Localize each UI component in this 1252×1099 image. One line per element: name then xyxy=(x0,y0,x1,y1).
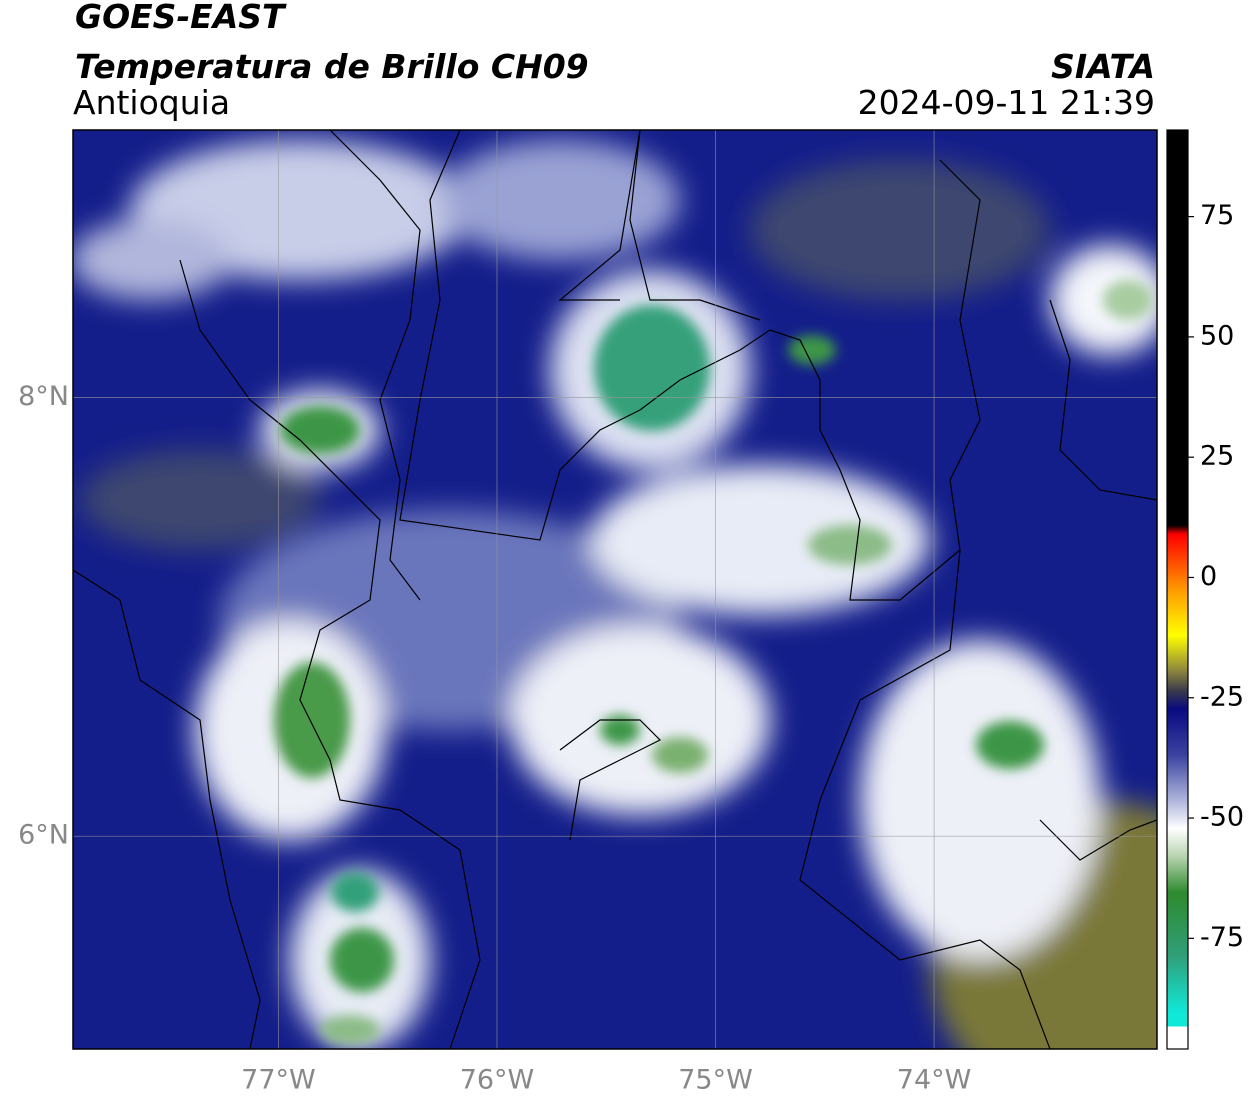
y-tick-label: 6°N xyxy=(18,820,69,851)
colorbar-tick-label: 75 xyxy=(1200,200,1234,231)
colorbar-tick-label: 50 xyxy=(1200,320,1234,351)
colorbar-tick-label: 0 xyxy=(1200,561,1217,592)
product-title: Temperatura de Brillo CH09 xyxy=(75,47,589,86)
colorbar-tick-label: 25 xyxy=(1200,441,1234,472)
region: Antioquia xyxy=(73,83,230,122)
x-tick-label: 77°W xyxy=(241,1065,316,1096)
datetime: 2024-09-11 21:39 xyxy=(858,83,1155,122)
satellite-title: GOES-EAST xyxy=(75,0,287,36)
map-frame xyxy=(72,129,1158,1050)
colorbar-tick-label: -50 xyxy=(1200,802,1244,833)
x-tick-label: 74°W xyxy=(897,1065,972,1096)
x-tick-label: 75°W xyxy=(678,1065,753,1096)
satellite-image xyxy=(73,130,1157,1049)
colorbar xyxy=(1166,129,1189,1050)
colorbar-tick-label: -75 xyxy=(1200,922,1244,953)
x-tick-label: 76°W xyxy=(460,1065,535,1096)
colorbar-tick-label: -25 xyxy=(1200,681,1244,712)
source: SIATA xyxy=(1051,47,1155,86)
y-tick-label: 8°N xyxy=(18,381,69,412)
